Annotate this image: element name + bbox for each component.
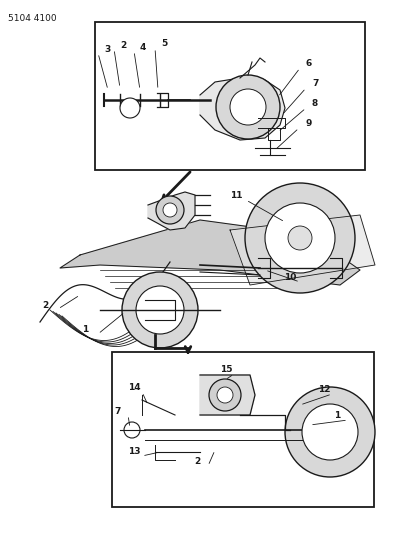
Text: 7: 7 bbox=[114, 407, 120, 416]
Circle shape bbox=[216, 75, 280, 139]
Text: 2: 2 bbox=[194, 457, 200, 466]
Text: 15: 15 bbox=[220, 366, 233, 375]
Text: 5104 4100: 5104 4100 bbox=[8, 14, 57, 23]
Text: 1: 1 bbox=[82, 326, 88, 335]
Circle shape bbox=[265, 203, 335, 273]
Circle shape bbox=[122, 272, 198, 348]
Circle shape bbox=[124, 422, 140, 438]
Circle shape bbox=[285, 387, 375, 477]
Circle shape bbox=[209, 379, 241, 411]
Circle shape bbox=[288, 226, 312, 250]
Circle shape bbox=[136, 286, 184, 334]
Bar bbox=[112, 352, 374, 507]
Text: 11: 11 bbox=[230, 191, 242, 200]
Text: 8: 8 bbox=[312, 100, 318, 109]
Text: 1: 1 bbox=[334, 411, 340, 421]
Text: 9: 9 bbox=[305, 119, 311, 128]
Polygon shape bbox=[148, 192, 195, 230]
Circle shape bbox=[230, 89, 266, 125]
Text: 10: 10 bbox=[284, 273, 296, 282]
Text: 2: 2 bbox=[42, 301, 48, 310]
Text: 7: 7 bbox=[312, 79, 318, 88]
Circle shape bbox=[245, 183, 355, 293]
Text: 3: 3 bbox=[104, 44, 110, 53]
Polygon shape bbox=[60, 220, 360, 285]
Polygon shape bbox=[200, 375, 255, 415]
Circle shape bbox=[302, 404, 358, 460]
Circle shape bbox=[163, 203, 177, 217]
Text: 6: 6 bbox=[306, 60, 312, 69]
Text: 12: 12 bbox=[318, 385, 330, 394]
Polygon shape bbox=[230, 215, 375, 285]
Text: 5: 5 bbox=[161, 39, 167, 49]
Circle shape bbox=[156, 196, 184, 224]
Text: 2: 2 bbox=[120, 41, 126, 50]
Circle shape bbox=[217, 387, 233, 403]
Bar bbox=[95, 22, 365, 170]
Text: 13: 13 bbox=[128, 448, 140, 456]
Polygon shape bbox=[200, 78, 285, 140]
Text: 4: 4 bbox=[140, 43, 146, 52]
Circle shape bbox=[120, 98, 140, 118]
Text: 14: 14 bbox=[128, 384, 141, 392]
